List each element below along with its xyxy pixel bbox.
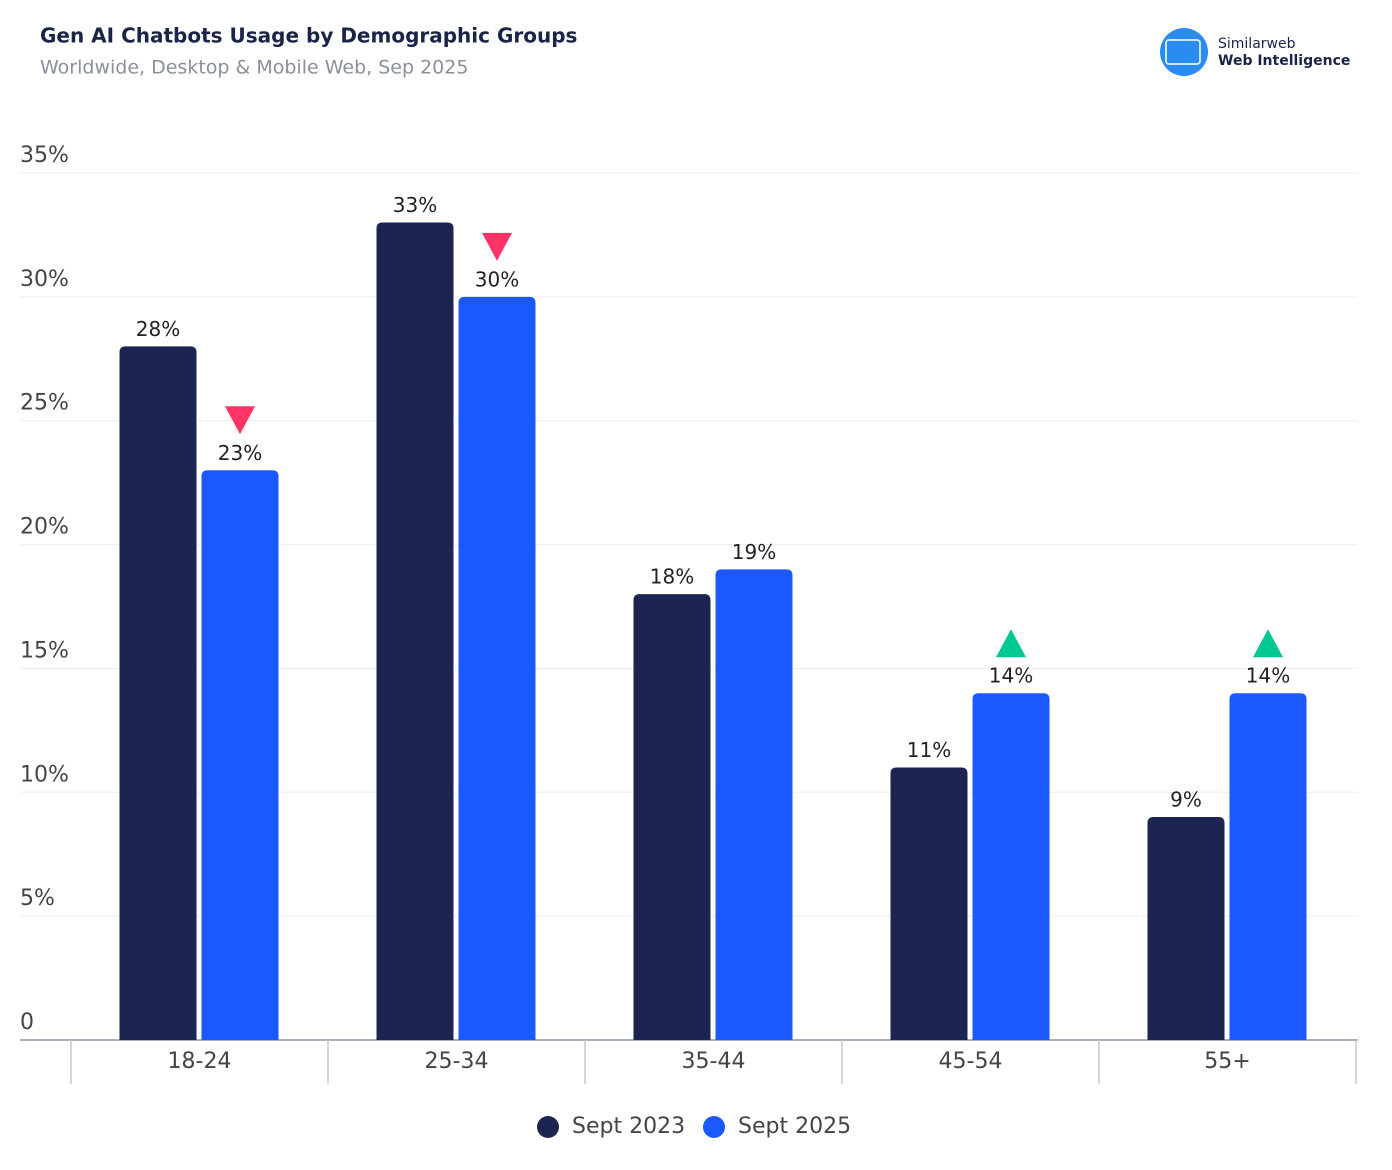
value-label: 23% <box>218 441 262 465</box>
value-label: 19% <box>732 540 776 564</box>
bar <box>1147 817 1225 1040</box>
x-tick-label: 35-44 <box>682 1049 746 1074</box>
bar <box>972 693 1050 1040</box>
x-tick-label: 25-34 <box>425 1049 489 1074</box>
legend-swatch <box>537 1116 559 1138</box>
change-indicator <box>482 232 512 261</box>
x-tick-label: 45-54 <box>939 1049 1003 1074</box>
value-label: 28% <box>136 317 180 341</box>
chart-subtitle: Worldwide, Desktop & Mobile Web, Sep 202… <box>40 57 468 79</box>
value-label: 14% <box>989 664 1033 688</box>
bar <box>633 594 711 1040</box>
value-label: 9% <box>1170 788 1202 812</box>
logo: Similarweb Web Intelligence <box>1160 28 1350 76</box>
value-label: 30% <box>475 267 519 291</box>
value-label: 11% <box>907 738 951 762</box>
y-tick-label: 30% <box>20 267 69 292</box>
y-tick-label: 5% <box>20 886 55 911</box>
value-label: 14% <box>1246 664 1290 688</box>
brand-name: Similarweb <box>1218 36 1296 52</box>
y-tick-label: 35% <box>20 143 69 168</box>
change-indicator <box>996 629 1026 658</box>
legend-label: Sept 2023 <box>572 1114 685 1139</box>
bar <box>119 346 197 1040</box>
bar <box>1229 693 1307 1040</box>
change-indicator <box>225 406 255 435</box>
chart-title: Gen AI Chatbots Usage by Demographic Gro… <box>40 24 577 48</box>
x-tick-label: 55+ <box>1204 1049 1250 1074</box>
y-tick-label: 0 <box>20 1010 34 1035</box>
legend-swatch <box>703 1116 725 1138</box>
bar <box>715 569 793 1040</box>
logo-icon <box>1165 39 1201 65</box>
bar <box>376 222 454 1041</box>
x-tick-label: 18-24 <box>168 1049 232 1074</box>
y-tick-label: 20% <box>20 515 69 540</box>
value-label: 33% <box>393 193 437 217</box>
value-label: 18% <box>650 565 694 589</box>
bar <box>201 470 279 1040</box>
bar <box>458 296 536 1040</box>
brand-tagline: Web Intelligence <box>1218 53 1350 69</box>
change-indicator <box>1253 629 1283 658</box>
y-tick-label: 10% <box>20 762 69 787</box>
y-tick-label: 25% <box>20 391 69 416</box>
legend-label: Sept 2025 <box>738 1114 851 1139</box>
y-tick-label: 15% <box>20 638 69 663</box>
bar <box>890 767 968 1040</box>
